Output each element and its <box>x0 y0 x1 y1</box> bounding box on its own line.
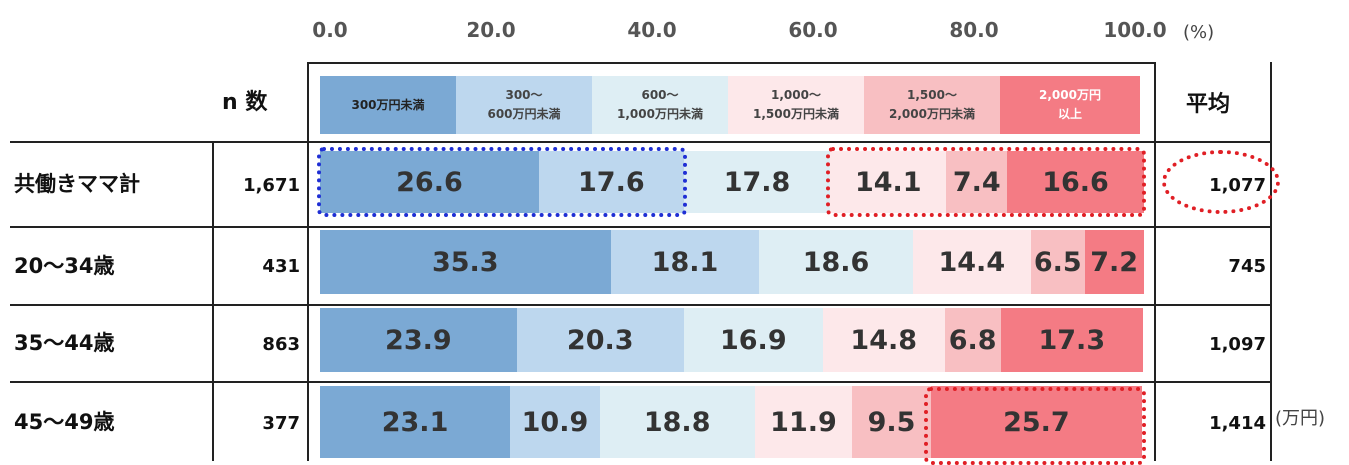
highlight-low-income-total <box>317 147 687 217</box>
bar-value-label-r3-s2: 18.8 <box>643 406 711 438</box>
bar-segment-r3-s5: 25.7 <box>930 386 1143 458</box>
bar-segment-r1-s2: 18.6 <box>759 230 913 294</box>
bar-value-label-r2-s4: 6.8 <box>948 324 997 356</box>
grid-line-row-1-top <box>10 226 1272 228</box>
bar-segment-r1-s4: 6.5 <box>1031 230 1085 294</box>
row-n-3: 377 <box>262 413 300 434</box>
axis-tick-20: 20.0 <box>466 18 516 42</box>
bar-value-label-r1-s0: 35.3 <box>431 246 499 278</box>
bar-segment-r0-s2: 17.8 <box>683 151 831 213</box>
avg-unit: (万円) <box>1275 408 1326 429</box>
grid-line-row-2-top <box>10 304 1272 306</box>
highlight-top-income-4549 <box>924 387 1146 465</box>
grid-line-bar-left <box>307 62 309 461</box>
grid-line-bar-right <box>1154 62 1156 461</box>
bar-segment-r3-s3: 11.9 <box>754 386 853 458</box>
axis-tick-100: 100.0 <box>1103 18 1167 42</box>
bar-segment-r2-s1: 20.3 <box>516 308 684 372</box>
bar-segment-r2-s5: 17.3 <box>1000 308 1143 372</box>
bar-value-label-r1-s1: 18.1 <box>651 246 719 278</box>
bar-value-label-r1-s5: 7.2 <box>1090 246 1139 278</box>
avg-header: 平均 <box>1186 92 1231 117</box>
axis-tick-0: 0.0 <box>312 18 348 42</box>
row-avg-1: 745 <box>1228 256 1266 277</box>
legend-item-2: 600～ 1,000万円未満 <box>592 76 728 134</box>
bar-value-label-r1-s2: 18.6 <box>802 246 870 278</box>
row-n-0: 1,671 <box>243 175 300 196</box>
grid-line-row-0-top <box>10 141 1272 143</box>
bar-segment-r2-s2: 16.9 <box>683 308 823 372</box>
bar-value-label-r0-s0: 26.6 <box>396 166 463 198</box>
bar-segment-r2-s3: 14.8 <box>822 308 945 372</box>
legend-item-5: 2,000万円 以上 <box>1000 76 1140 134</box>
bar-segment-r0-s4: 7.4 <box>946 151 1008 213</box>
bar-segment-r0-s0: 26.6 <box>320 151 539 213</box>
bar-value-label-r3-s3: 11.9 <box>770 406 837 438</box>
highlight-avg-total <box>1162 150 1280 214</box>
grid-line-label-col <box>212 141 214 461</box>
row-label-3: 45～49歳 <box>14 410 115 434</box>
bar-value-label-r2-s3: 14.8 <box>850 324 918 356</box>
highlight-high-income-total <box>826 147 1146 217</box>
n-header: n 数 <box>222 90 268 115</box>
row-label-1: 20～34歳 <box>14 254 115 278</box>
row-n-2: 863 <box>262 334 300 355</box>
bar-value-label-r3-s4: 9.5 <box>867 406 916 438</box>
bar-value-label-r1-s3: 14.4 <box>938 246 1006 278</box>
bar-segment-r0-s5: 16.6 <box>1007 151 1144 213</box>
bar-value-label-r2-s2: 16.9 <box>719 324 787 356</box>
bar-segment-r1-s3: 14.4 <box>912 230 1032 294</box>
bar-value-label-r2-s1: 20.3 <box>566 324 634 356</box>
row-label-2: 35～44歳 <box>14 331 115 355</box>
row-avg-3: 1,414 <box>1209 413 1266 434</box>
legend-item-1: 300～ 600万円未満 <box>456 76 592 134</box>
row-label-0: 共働きママ計 <box>14 172 140 196</box>
bar-segment-r1-s5: 7.2 <box>1084 230 1144 294</box>
axis-unit: (%) <box>1183 22 1215 43</box>
bar-segment-r3-s4: 9.5 <box>852 386 931 458</box>
grid-line-avg-right <box>1270 62 1272 461</box>
axis-tick-40: 40.0 <box>627 18 677 42</box>
bar-segment-r0-s1: 17.6 <box>538 151 684 213</box>
row-n-1: 431 <box>262 256 300 277</box>
bar-value-label-r0-s4: 7.4 <box>952 166 1001 198</box>
legend-item-0: 300万円未満 <box>320 76 456 134</box>
bar-segment-r3-s2: 18.8 <box>599 386 755 458</box>
axis-tick-60: 60.0 <box>788 18 838 42</box>
bar-value-label-r3-s5: 25.7 <box>1003 406 1070 438</box>
grid-line-row-3-top <box>10 381 1272 383</box>
bar-value-label-r3-s1: 10.9 <box>521 406 589 438</box>
bar-segment-r2-s0: 23.9 <box>320 308 517 372</box>
row-avg-2: 1,097 <box>1209 334 1266 355</box>
bar-value-label-r0-s5: 16.6 <box>1042 166 1109 198</box>
bar-value-label-r0-s2: 17.8 <box>723 166 791 198</box>
bar-value-label-r3-s0: 23.1 <box>381 406 449 438</box>
axis-tick-80: 80.0 <box>949 18 999 42</box>
bar-value-label-r1-s4: 6.5 <box>1033 246 1082 278</box>
bar-value-label-r2-s5: 17.3 <box>1038 324 1106 356</box>
bar-segment-r2-s4: 6.8 <box>944 308 1001 372</box>
legend-item-3: 1,000～ 1,500万円未満 <box>728 76 864 134</box>
bar-segment-r0-s3: 14.1 <box>830 151 947 213</box>
bar-value-label-r2-s0: 23.9 <box>385 324 452 356</box>
bar-segment-r3-s0: 23.1 <box>320 386 511 458</box>
bar-segment-r1-s0: 35.3 <box>320 230 611 294</box>
bar-segment-r3-s1: 10.9 <box>510 386 600 458</box>
bar-value-label-r0-s3: 14.1 <box>854 166 922 198</box>
legend-item-4: 1,500～ 2,000万円未満 <box>864 76 1000 134</box>
grid-line-header-top <box>307 62 1156 64</box>
bar-segment-r1-s1: 18.1 <box>610 230 760 294</box>
bar-value-label-r0-s1: 17.6 <box>578 166 645 198</box>
